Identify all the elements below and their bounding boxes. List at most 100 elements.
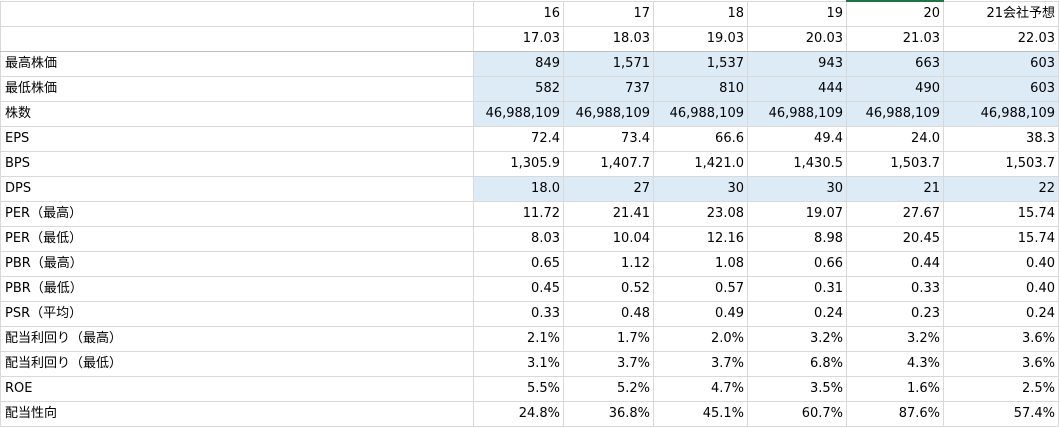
value-cell[interactable]: 30 — [747, 176, 847, 202]
value-cell[interactable]: 15.74 — [943, 226, 1059, 252]
cell[interactable]: 17 — [563, 0, 654, 27]
row-label-cell[interactable]: PBR（最低） — [0, 276, 474, 302]
value-cell[interactable]: 11.72 — [473, 201, 564, 227]
value-cell[interactable]: 1.6% — [846, 376, 944, 402]
cell[interactable]: 21.03 — [846, 26, 944, 52]
value-cell[interactable]: 0.24 — [943, 301, 1059, 327]
row-label-cell[interactable]: PER（最低） — [0, 226, 474, 252]
value-cell[interactable]: 663 — [846, 51, 944, 77]
value-cell[interactable]: 0.44 — [846, 251, 944, 277]
value-cell[interactable]: 444 — [747, 76, 847, 102]
value-cell[interactable]: 0.49 — [653, 301, 748, 327]
value-cell[interactable]: 2.1% — [473, 326, 564, 352]
value-cell[interactable]: 0.66 — [747, 251, 847, 277]
value-cell[interactable]: 20.45 — [846, 226, 944, 252]
value-cell[interactable]: 30 — [653, 176, 748, 202]
value-cell[interactable]: 27 — [563, 176, 654, 202]
row-label-cell[interactable]: ROE — [0, 376, 474, 402]
value-cell[interactable]: 810 — [653, 76, 748, 102]
value-cell[interactable]: 3.7% — [653, 351, 748, 377]
value-cell[interactable]: 12.16 — [653, 226, 748, 252]
value-cell[interactable]: 0.57 — [653, 276, 748, 302]
value-cell[interactable]: 0.33 — [473, 301, 564, 327]
row-label-cell[interactable]: 株数 — [0, 101, 474, 127]
row-label-cell[interactable]: DPS — [0, 176, 474, 202]
value-cell[interactable]: 3.7% — [563, 351, 654, 377]
cell[interactable]: 19.03 — [653, 26, 748, 52]
value-cell[interactable]: 3.1% — [473, 351, 564, 377]
row-label-cell[interactable]: 最高株価 — [0, 51, 474, 77]
value-cell[interactable]: 603 — [943, 51, 1059, 77]
row-label-cell[interactable]: PBR（最高） — [0, 251, 474, 277]
value-cell[interactable]: 36.8% — [563, 401, 654, 427]
value-cell[interactable]: 57.4% — [943, 401, 1059, 427]
value-cell[interactable]: 46,988,109 — [943, 101, 1059, 127]
value-cell[interactable]: 38.3 — [943, 126, 1059, 152]
value-cell[interactable]: 1.08 — [653, 251, 748, 277]
value-cell[interactable]: 46,988,109 — [846, 101, 944, 127]
value-cell[interactable]: 2.0% — [653, 326, 748, 352]
row-label-cell[interactable]: EPS — [0, 126, 474, 152]
value-cell[interactable]: 0.45 — [473, 276, 564, 302]
value-cell[interactable]: 46,988,109 — [747, 101, 847, 127]
value-cell[interactable]: 22 — [943, 176, 1059, 202]
value-cell[interactable]: 87.6% — [846, 401, 944, 427]
value-cell[interactable]: 3.6% — [943, 351, 1059, 377]
value-cell[interactable]: 18.0 — [473, 176, 564, 202]
value-cell[interactable]: 1,503.7 — [846, 151, 944, 177]
value-cell[interactable]: 1.12 — [563, 251, 654, 277]
cell[interactable]: 20 — [846, 0, 944, 27]
row-label-cell[interactable]: PER（最高） — [0, 201, 474, 227]
cell[interactable] — [0, 26, 474, 52]
value-cell[interactable]: 0.33 — [846, 276, 944, 302]
value-cell[interactable]: 21 — [846, 176, 944, 202]
value-cell[interactable]: 46,988,109 — [563, 101, 654, 127]
value-cell[interactable]: 2.5% — [943, 376, 1059, 402]
value-cell[interactable]: 1,305.9 — [473, 151, 564, 177]
value-cell[interactable]: 5.5% — [473, 376, 564, 402]
value-cell[interactable]: 8.98 — [747, 226, 847, 252]
value-cell[interactable]: 3.2% — [747, 326, 847, 352]
value-cell[interactable]: 49.4 — [747, 126, 847, 152]
value-cell[interactable]: 0.31 — [747, 276, 847, 302]
value-cell[interactable]: 1,571 — [563, 51, 654, 77]
cell[interactable]: 20.03 — [747, 26, 847, 52]
cell[interactable]: 19 — [747, 0, 847, 27]
value-cell[interactable]: 0.52 — [563, 276, 654, 302]
value-cell[interactable]: 46,988,109 — [473, 101, 564, 127]
value-cell[interactable]: 72.4 — [473, 126, 564, 152]
value-cell[interactable]: 3.2% — [846, 326, 944, 352]
value-cell[interactable]: 0.24 — [747, 301, 847, 327]
row-label-cell[interactable]: 配当利回り（最低） — [0, 351, 474, 377]
value-cell[interactable]: 1,421.0 — [653, 151, 748, 177]
cell[interactable]: 18 — [653, 0, 748, 27]
cell[interactable]: 18.03 — [563, 26, 654, 52]
cell[interactable] — [0, 0, 474, 27]
value-cell[interactable]: 849 — [473, 51, 564, 77]
value-cell[interactable]: 66.6 — [653, 126, 748, 152]
value-cell[interactable]: 0.48 — [563, 301, 654, 327]
value-cell[interactable]: 0.65 — [473, 251, 564, 277]
value-cell[interactable]: 21.41 — [563, 201, 654, 227]
value-cell[interactable]: 10.04 — [563, 226, 654, 252]
value-cell[interactable]: 27.67 — [846, 201, 944, 227]
value-cell[interactable]: 582 — [473, 76, 564, 102]
value-cell[interactable]: 5.2% — [563, 376, 654, 402]
value-cell[interactable]: 943 — [747, 51, 847, 77]
row-label-cell[interactable]: 最低株価 — [0, 76, 474, 102]
value-cell[interactable]: 6.8% — [747, 351, 847, 377]
value-cell[interactable]: 1.7% — [563, 326, 654, 352]
value-cell[interactable]: 24.0 — [846, 126, 944, 152]
cell[interactable]: 22.03 — [943, 26, 1059, 52]
value-cell[interactable]: 19.07 — [747, 201, 847, 227]
value-cell[interactable]: 1,503.7 — [943, 151, 1059, 177]
value-cell[interactable]: 0.23 — [846, 301, 944, 327]
cell[interactable]: 21会社予想 — [943, 0, 1059, 27]
value-cell[interactable]: 603 — [943, 76, 1059, 102]
value-cell[interactable]: 1,430.5 — [747, 151, 847, 177]
value-cell[interactable]: 8.03 — [473, 226, 564, 252]
value-cell[interactable]: 45.1% — [653, 401, 748, 427]
cell[interactable]: 17.03 — [473, 26, 564, 52]
value-cell[interactable]: 737 — [563, 76, 654, 102]
value-cell[interactable]: 46,988,109 — [653, 101, 748, 127]
